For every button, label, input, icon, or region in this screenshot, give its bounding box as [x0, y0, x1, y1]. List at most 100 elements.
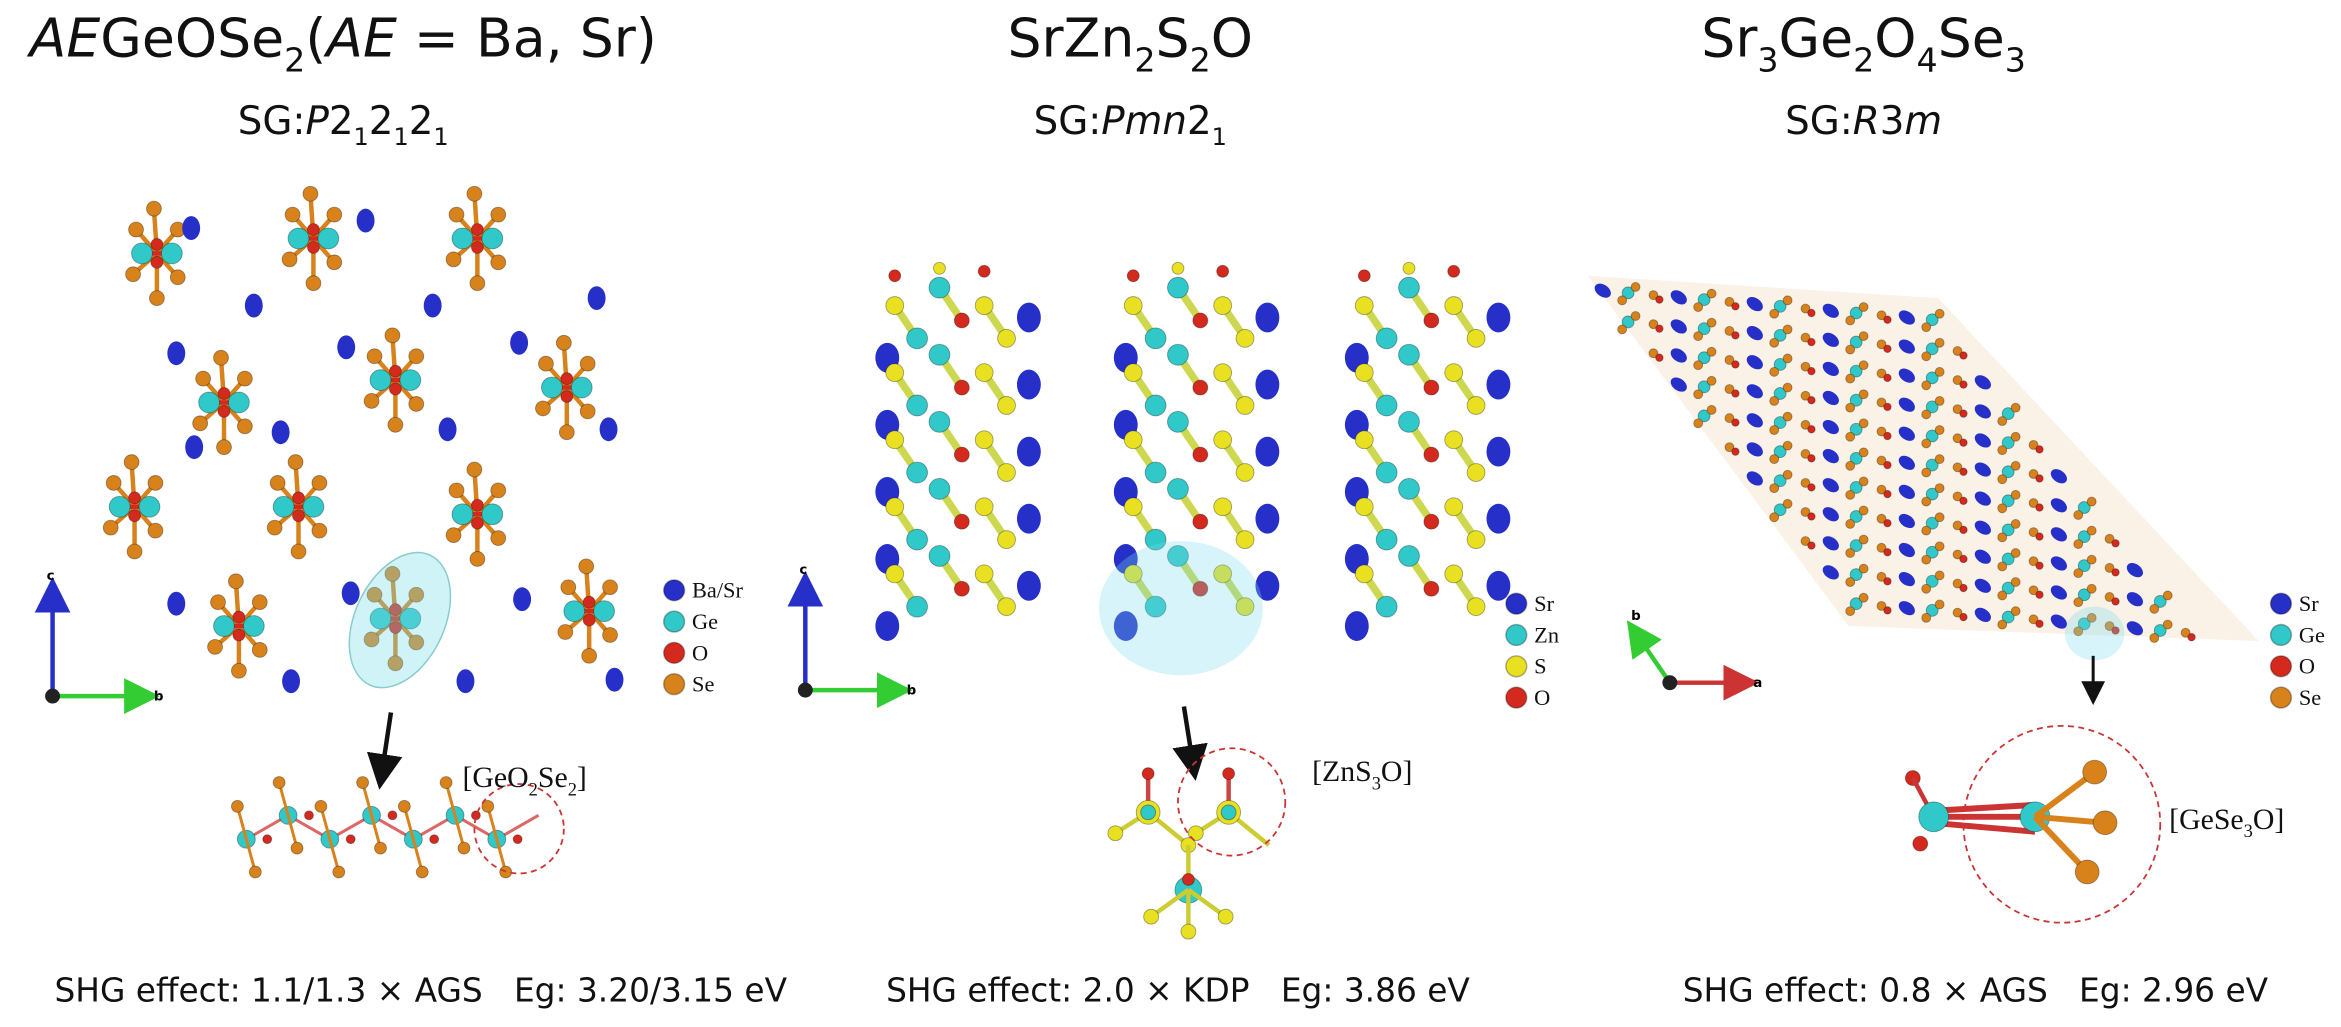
atom: [1444, 363, 1464, 383]
atom: [185, 435, 204, 460]
atom: [1486, 302, 1511, 333]
atom: [953, 446, 970, 463]
atom: [1486, 503, 1511, 534]
atom: [470, 241, 484, 254]
atom: [1773, 445, 1787, 459]
atom: [131, 242, 153, 265]
panel-title-part: 3: [1757, 41, 1778, 80]
motif-label-part: 3: [1372, 773, 1381, 793]
atom: [2111, 539, 2120, 548]
atom: [408, 634, 425, 651]
atom: [906, 461, 928, 484]
atom: [1883, 431, 1892, 441]
atom: [1746, 296, 1763, 312]
atom: [2104, 533, 2115, 544]
atom: [1731, 418, 1740, 427]
atom: [415, 865, 429, 879]
atom: [1876, 397, 1887, 408]
atom: [126, 543, 143, 560]
atom: [1876, 426, 1887, 437]
atom: [928, 410, 951, 433]
axis-label: a: [1753, 676, 1762, 691]
atom: [1925, 342, 1939, 356]
atom: [1016, 369, 1041, 400]
atom: [1876, 542, 1887, 553]
atom: [2028, 527, 2039, 538]
atom: [1235, 530, 1255, 549]
atom: [1807, 396, 1816, 405]
highlight: [1098, 541, 1263, 676]
atom: [1594, 283, 1611, 298]
atom: [2010, 489, 2021, 500]
atom: [2073, 568, 2084, 579]
atom: [2028, 440, 2039, 450]
atom: [213, 349, 229, 366]
bond: [2032, 814, 2090, 875]
atom: [1697, 409, 1711, 423]
atom: [1144, 528, 1167, 551]
legend-swatch: [2269, 623, 2293, 647]
legend-swatch: [662, 672, 686, 696]
atom: [1845, 606, 1856, 617]
atom: [1773, 503, 1787, 517]
atom: [1466, 328, 1486, 348]
atom: [1486, 436, 1511, 467]
atom: [1192, 446, 1209, 463]
atom: [1123, 296, 1143, 315]
atom: [1959, 467, 1968, 476]
bond: [1932, 801, 2036, 814]
atom: [337, 335, 356, 360]
atom: [1849, 422, 1863, 436]
atom: [1997, 503, 2008, 514]
atom: [928, 343, 951, 366]
atom: [1959, 525, 1968, 535]
panel-title-part: GeOSe: [100, 7, 284, 70]
atom: [2126, 621, 2143, 636]
atom: [2077, 559, 2091, 573]
atom: [366, 586, 383, 603]
atom: [287, 227, 310, 250]
atom: [2028, 614, 2039, 625]
atom: [448, 206, 465, 223]
atom: [1782, 295, 1793, 306]
atom: [1630, 311, 1641, 321]
motif-label-part: ]: [577, 761, 587, 794]
atom: [587, 286, 606, 311]
atom: [1883, 489, 1892, 499]
atom: [1800, 448, 1811, 459]
atom: [1773, 387, 1787, 400]
legend-swatch: [662, 610, 686, 633]
atom: [1898, 426, 1915, 441]
atom: [1952, 346, 1963, 356]
atom: [1921, 322, 1932, 333]
bond: [1187, 888, 1227, 919]
atom: [1974, 549, 1991, 564]
motif-circle: [1962, 725, 2162, 924]
atom: [2077, 530, 2091, 544]
atom: [102, 519, 119, 536]
atom: [885, 497, 905, 517]
axis-label: b: [154, 690, 164, 705]
atom: [457, 841, 471, 855]
panel-title-part: 2: [284, 41, 305, 80]
atom: [1883, 548, 1892, 557]
atom: [1398, 410, 1420, 433]
atom: [1876, 600, 1887, 611]
atom: [1423, 446, 1440, 463]
space-group-part: m: [1904, 99, 1942, 144]
atom: [1898, 601, 1915, 616]
motif-label-part: 2: [568, 779, 577, 799]
atom: [885, 564, 905, 584]
atom: [1800, 361, 1811, 372]
atom: [1822, 419, 1839, 435]
atom: [1921, 612, 1932, 623]
atom: [1192, 312, 1209, 329]
atom: [977, 264, 991, 278]
atom: [560, 372, 574, 386]
atom: [207, 639, 223, 655]
atom: [1918, 801, 1950, 833]
atom: [579, 355, 596, 372]
atom: [445, 251, 462, 268]
atom: [1144, 461, 1167, 484]
atom: [1617, 324, 1628, 335]
